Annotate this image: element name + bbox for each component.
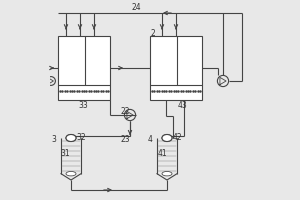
Text: 41: 41 <box>157 150 167 158</box>
Text: 31: 31 <box>60 150 70 158</box>
Text: 22: 22 <box>120 108 130 116</box>
Text: 23: 23 <box>120 136 130 144</box>
Text: 4: 4 <box>148 134 152 144</box>
Ellipse shape <box>162 171 172 176</box>
Text: 43: 43 <box>178 102 188 110</box>
Text: 33: 33 <box>78 102 88 110</box>
Text: 24: 24 <box>131 3 141 12</box>
Ellipse shape <box>162 134 172 142</box>
Ellipse shape <box>66 171 76 176</box>
Ellipse shape <box>66 134 76 142</box>
Text: 42: 42 <box>172 132 182 142</box>
Text: 32: 32 <box>76 132 86 142</box>
Bar <box>58 36 110 100</box>
Bar <box>150 36 202 100</box>
Text: 2: 2 <box>150 29 155 38</box>
Ellipse shape <box>162 134 172 142</box>
Ellipse shape <box>66 134 76 142</box>
Text: 3: 3 <box>52 134 56 144</box>
